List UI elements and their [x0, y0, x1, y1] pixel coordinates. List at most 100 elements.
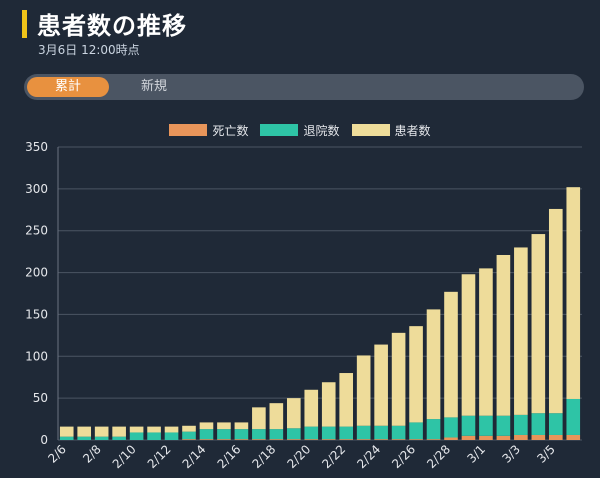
- bar-segment-patients: [531, 234, 546, 414]
- chart-legend: 死亡数 退院数 患者数: [0, 122, 600, 138]
- bar-segment-recovered: [147, 432, 161, 440]
- bar-segment-patients: [217, 422, 231, 430]
- legend-item-deaths[interactable]: 死亡数: [169, 122, 248, 138]
- bar-segment-deaths: [374, 439, 388, 440]
- x-tick-label: 3/3: [499, 442, 523, 466]
- legend-label-deaths: 死亡数: [212, 123, 249, 138]
- bar-segment-patients: [496, 254, 511, 416]
- x-tick-label: 2/6: [45, 442, 69, 466]
- bar-segment-recovered: [496, 415, 511, 436]
- bar-segment-deaths: [514, 434, 528, 440]
- bar-segment-deaths: [199, 439, 214, 440]
- bar-segment-patients: [147, 426, 161, 433]
- bar-segment-patients: [426, 309, 441, 420]
- x-tick-label: 2/14: [180, 442, 209, 471]
- legend-item-recovered[interactable]: 退院数: [260, 122, 340, 138]
- bar-segment-deaths: [391, 439, 406, 440]
- title-accent-bar: [22, 10, 27, 38]
- bar-segment-patients: [164, 426, 179, 433]
- bar-segment-recovered: [59, 436, 74, 440]
- bar-segment-recovered: [164, 432, 179, 440]
- bar-segment-recovered: [514, 414, 528, 435]
- bar-segment-deaths: [461, 435, 476, 440]
- y-tick-label: 150: [25, 307, 48, 321]
- bar-segment-recovered: [409, 422, 423, 440]
- bar-segment-patients: [566, 187, 581, 399]
- bar-segment-patients: [339, 373, 354, 427]
- bar-segment-recovered: [321, 426, 336, 440]
- bar-segment-patients: [199, 422, 214, 430]
- bar-segment-deaths: [444, 437, 458, 440]
- bar-segment-deaths: [269, 439, 284, 440]
- page-title: 患者数の推移: [37, 12, 187, 40]
- bar-segment-patients: [304, 389, 319, 427]
- x-tick-label: 2/20: [284, 442, 313, 471]
- bar-segment-patients: [59, 426, 74, 437]
- bar-segment-recovered: [112, 436, 126, 440]
- y-tick-label: 50: [33, 391, 48, 405]
- bar-segment-patients: [479, 268, 493, 416]
- bar-segment-recovered: [548, 413, 563, 435]
- bar-segment-patients: [374, 344, 388, 426]
- bar-segment-patients: [409, 326, 423, 423]
- bar-segment-recovered: [94, 436, 109, 440]
- bar-segment-deaths: [286, 439, 301, 440]
- x-tick-label: 2/10: [110, 442, 139, 471]
- tab-new[interactable]: 新規: [140, 79, 167, 94]
- bar-segment-recovered: [566, 398, 581, 435]
- legend-label-recovered: 退院数: [303, 123, 340, 138]
- bar-segment-patients: [321, 382, 336, 427]
- bar-segment-deaths: [234, 439, 249, 440]
- bar-segment-deaths: [182, 439, 196, 440]
- timestamp: 3月6日 12:00時点: [38, 43, 140, 57]
- bar-segment-deaths: [321, 439, 336, 440]
- bar-segment-deaths: [566, 434, 581, 440]
- bar-segment-recovered: [234, 429, 249, 440]
- x-tick-label: 2/26: [389, 442, 418, 471]
- y-tick-label: 300: [25, 182, 48, 196]
- bar-segment-patients: [94, 426, 109, 437]
- x-tick-label: 2/18: [249, 442, 278, 471]
- bar-segment-deaths: [304, 439, 319, 440]
- bar-segment-deaths: [426, 439, 441, 440]
- bar-segment-recovered: [444, 417, 458, 438]
- x-tick-label: 2/28: [424, 442, 453, 471]
- bar-segment-deaths: [252, 439, 266, 440]
- legend-swatch-deaths: [169, 124, 208, 136]
- tab-cumulative[interactable]: 累計: [27, 77, 109, 97]
- bar-segment-patients: [112, 426, 126, 437]
- x-tick-label: 2/16: [215, 442, 244, 471]
- bar-segment-patients: [391, 332, 406, 426]
- bar-segment-recovered: [479, 415, 493, 436]
- bar-segment-recovered: [199, 429, 214, 440]
- bar-segment-recovered: [217, 429, 231, 440]
- bar-segment-deaths: [217, 439, 231, 440]
- y-tick-label: 100: [25, 349, 48, 363]
- bar-segment-recovered: [391, 425, 406, 440]
- bar-segment-patients: [286, 398, 301, 429]
- x-tick-label: 2/24: [354, 442, 383, 471]
- bar-segment-patients: [356, 355, 371, 426]
- y-tick-label: 200: [25, 266, 48, 280]
- legend-item-patients[interactable]: 患者数: [351, 122, 431, 138]
- bar-segment-recovered: [182, 431, 196, 440]
- bar-segment-patients: [444, 291, 458, 418]
- bar-segment-patients: [182, 425, 196, 432]
- bar-segment-patients: [269, 403, 284, 430]
- x-tick-label: 2/22: [319, 442, 348, 471]
- bar-segment-patients: [77, 426, 92, 437]
- bar-segment-recovered: [252, 429, 266, 440]
- bar-segment-patients: [234, 422, 249, 430]
- x-tick-label: 2/12: [145, 442, 174, 471]
- bar-segment-recovered: [339, 426, 354, 440]
- bar-segment-patients: [514, 247, 528, 415]
- x-tick-label: 3/5: [534, 442, 558, 466]
- x-tick-label: 3/1: [464, 442, 488, 466]
- bar-segment-deaths: [531, 434, 546, 440]
- bar-segment-recovered: [77, 436, 92, 440]
- legend-swatch-patients: [351, 124, 390, 136]
- bar-segment-deaths: [548, 434, 563, 440]
- y-tick-label: 350: [25, 140, 48, 154]
- bar-segment-recovered: [286, 428, 301, 440]
